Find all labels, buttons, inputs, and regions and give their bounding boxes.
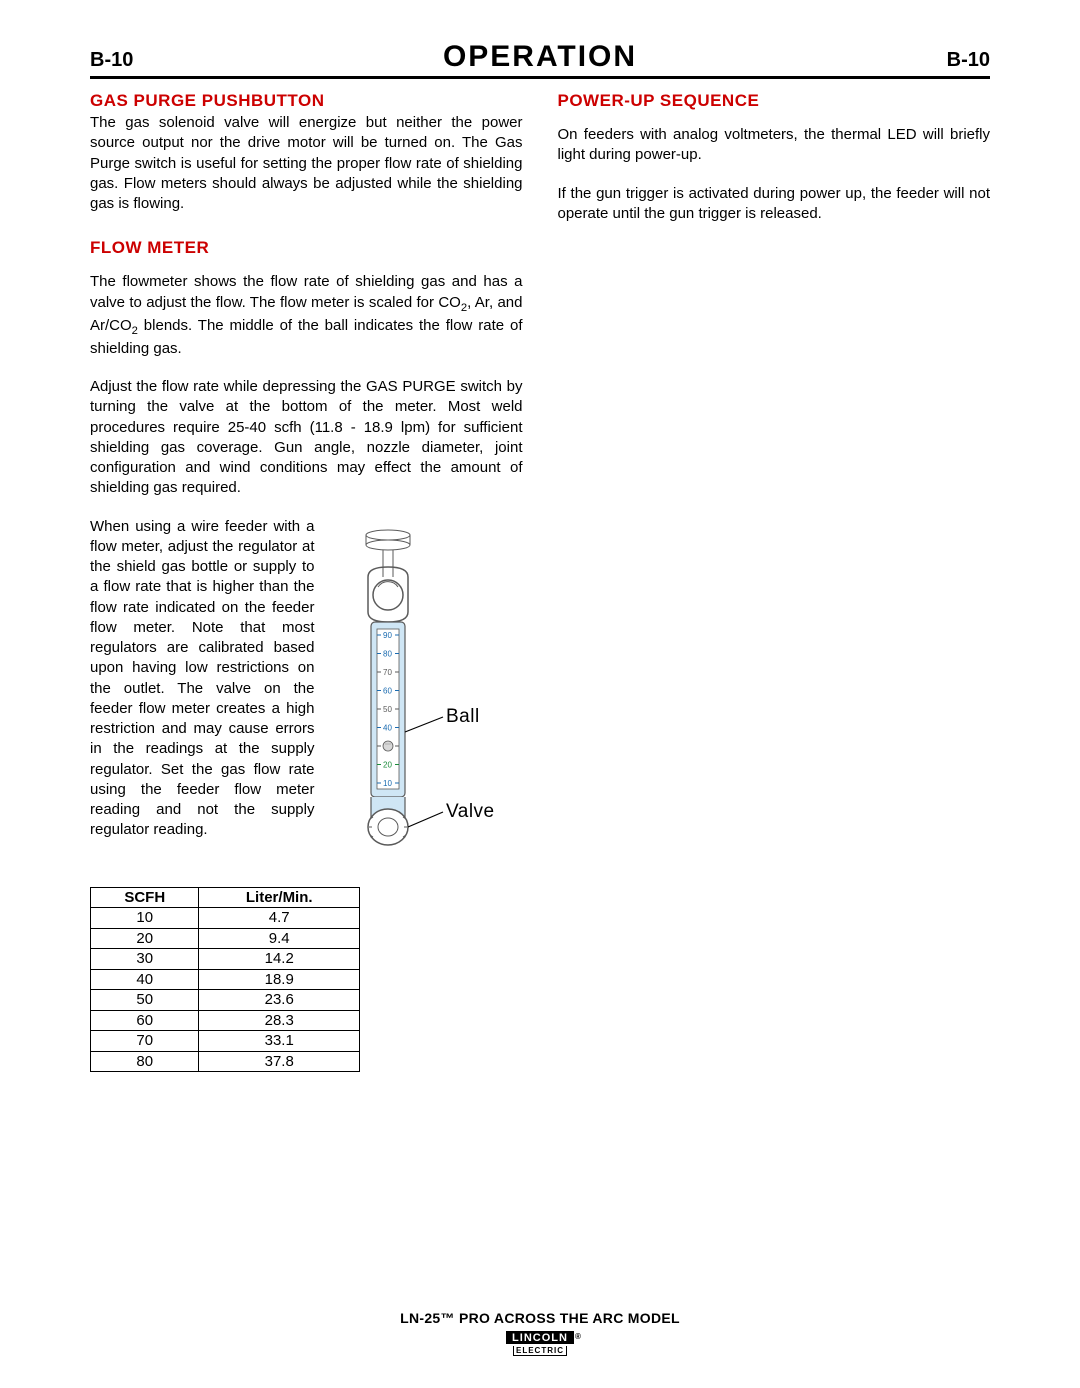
table-cell: 80 <box>91 1051 199 1072</box>
svg-text:10: 10 <box>383 779 392 788</box>
flow-meter-para2: Adjust the flow rate while depressing th… <box>90 377 523 499</box>
left-column: GAS PURGE PUSHBUTTON The gas solenoid va… <box>90 91 523 1072</box>
ball-label: Ball <box>446 706 480 727</box>
power-up-heading: POWER-UP SEQUENCE <box>558 91 991 111</box>
svg-text:90: 90 <box>383 631 392 640</box>
gas-purge-para: The gas solenoid valve will energize but… <box>90 113 523 214</box>
page-number-right: B-10 <box>947 49 990 72</box>
flowmeter-diagram: 908070605040302010 Ball <box>333 517 523 877</box>
table-cell: 40 <box>91 969 199 990</box>
table-cell: 33.1 <box>199 1031 360 1052</box>
flow-meter-heading: FLOW METER <box>90 238 523 258</box>
svg-text:20: 20 <box>383 760 392 769</box>
fm-p1-post: blends. The middle of the ball indicates… <box>90 317 523 357</box>
power-up-para2: If the gun trigger is activated during p… <box>558 184 991 225</box>
table-cell: 23.6 <box>199 990 360 1011</box>
table-row: 209.4 <box>91 928 360 949</box>
lincoln-logo: LINCOLN ® ELECTRIC <box>506 1328 574 1356</box>
table-cell: 28.3 <box>199 1010 360 1031</box>
table-row: 3014.2 <box>91 949 360 970</box>
page-title: OPERATION <box>443 40 637 74</box>
page-number-left: B-10 <box>90 49 133 72</box>
fm-p1-pre: The flowmeter shows the flow rate of shi… <box>90 273 523 310</box>
table-row: 104.7 <box>91 908 360 929</box>
power-up-para1: On feeders with analog voltmeters, the t… <box>558 125 991 166</box>
svg-text:80: 80 <box>383 649 392 658</box>
valve-label: Valve <box>446 801 495 822</box>
content-columns: GAS PURGE PUSHBUTTON The gas solenoid va… <box>90 91 990 1072</box>
svg-text:40: 40 <box>383 723 392 732</box>
table-cell: 4.7 <box>199 908 360 929</box>
table-row: 4018.9 <box>91 969 360 990</box>
table-cell: 70 <box>91 1031 199 1052</box>
table-cell: 30 <box>91 949 199 970</box>
table-row: 6028.3 <box>91 1010 360 1031</box>
gas-purge-heading: GAS PURGE PUSHBUTTON <box>90 91 523 111</box>
registered-mark: ® <box>575 1332 582 1341</box>
col-lpm: Liter/Min. <box>199 887 360 908</box>
svg-text:50: 50 <box>383 705 392 714</box>
svg-text:70: 70 <box>383 668 392 677</box>
table-cell: 60 <box>91 1010 199 1031</box>
page-header: B-10 OPERATION B-10 <box>90 40 990 79</box>
page-footer: LN-25™ PRO ACROSS THE ARC MODEL LINCOLN … <box>0 1310 1080 1358</box>
table-cell: 9.4 <box>199 928 360 949</box>
table-cell: 37.8 <box>199 1051 360 1072</box>
svg-text:60: 60 <box>383 686 392 695</box>
logo-top: LINCOLN ® <box>506 1331 574 1344</box>
table-row: 8037.8 <box>91 1051 360 1072</box>
table-cell: 14.2 <box>199 949 360 970</box>
flow-meter-para1: The flowmeter shows the flow rate of shi… <box>90 272 523 359</box>
col-scfh: SCFH <box>91 887 199 908</box>
right-column: POWER-UP SEQUENCE On feeders with analog… <box>558 91 991 1072</box>
para-diagram-row: When using a wire feeder with a flow met… <box>90 517 523 877</box>
table-cell: 10 <box>91 908 199 929</box>
footer-model: LN-25™ PRO ACROSS THE ARC MODEL <box>0 1310 1080 1326</box>
table-cell: 20 <box>91 928 199 949</box>
table-cell: 18.9 <box>199 969 360 990</box>
flow-meter-para3: When using a wire feeder with a flow met… <box>90 517 315 841</box>
conversion-table: SCFH Liter/Min. 104.7209.43014.24018.950… <box>90 887 360 1073</box>
table-header-row: SCFH Liter/Min. <box>91 887 360 908</box>
table-row: 5023.6 <box>91 990 360 1011</box>
table-cell: 50 <box>91 990 199 1011</box>
logo-bottom: ELECTRIC <box>513 1346 567 1356</box>
table-row: 7033.1 <box>91 1031 360 1052</box>
logo-top-text: LINCOLN <box>512 1332 568 1344</box>
